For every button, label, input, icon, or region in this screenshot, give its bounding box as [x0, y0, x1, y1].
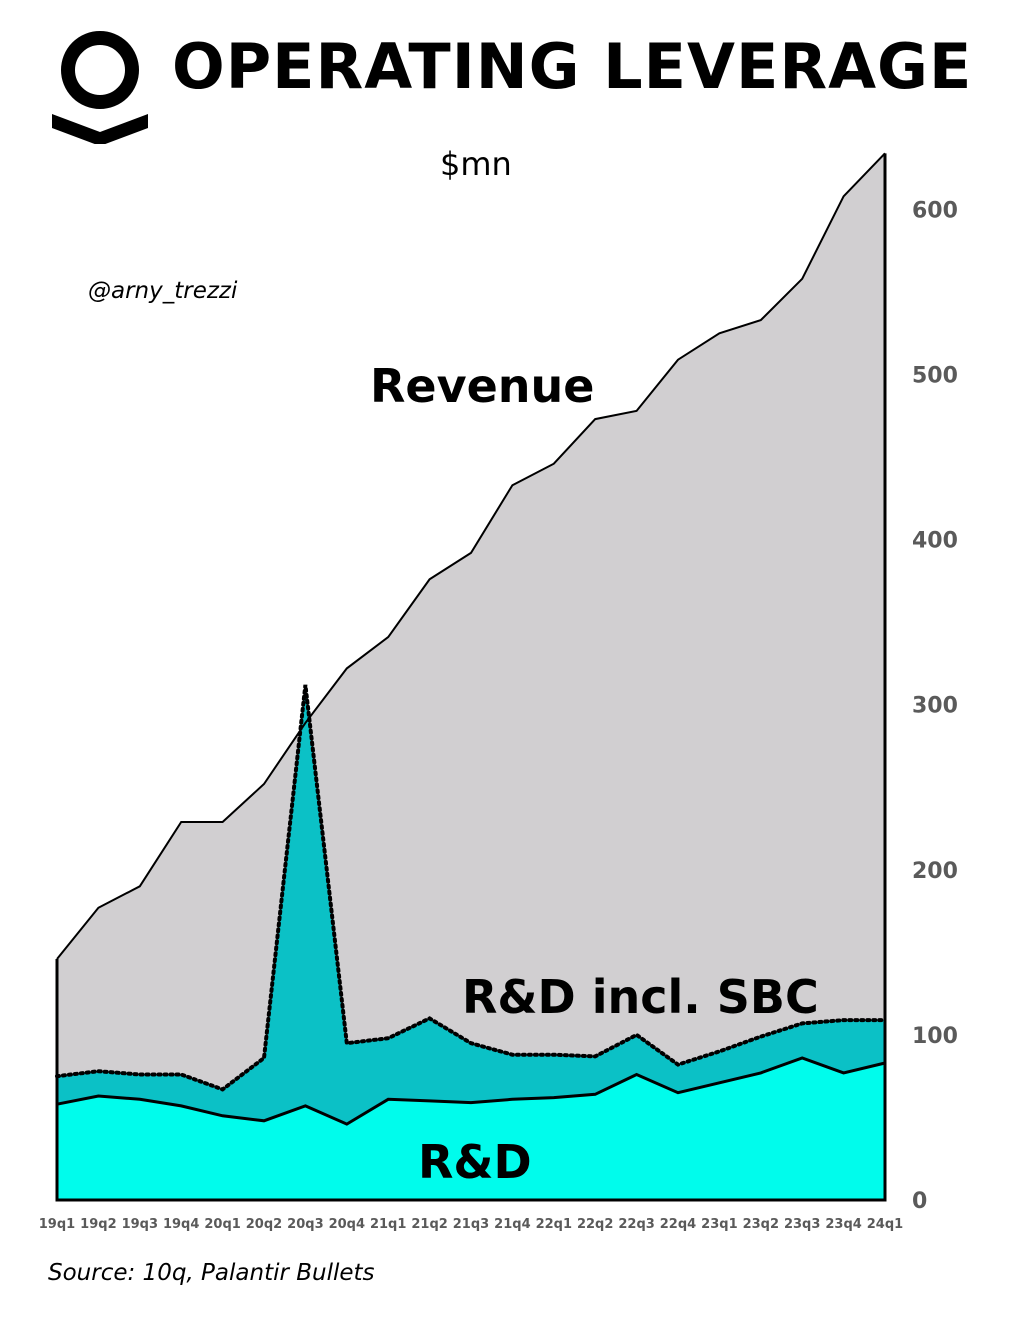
- series-label-rd-sbc: R&D incl. SBC: [462, 970, 819, 1024]
- series-label-rd: R&D: [418, 1135, 532, 1189]
- unit-label: $mn: [440, 145, 512, 183]
- x-axis-ticks: 19q1 19q2 19q3 19q4 20q1 20q2 20q3 20q4 21q1 21q2…: [39, 1217, 903, 1232]
- x-tick-label: 19q2: [80, 1217, 116, 1232]
- revenue-line: [56, 152, 886, 960]
- x-tick-label: 23q2: [743, 1217, 779, 1232]
- x-tick-label: 21q4: [494, 1217, 530, 1232]
- x-tick-label: 23q1: [701, 1217, 737, 1232]
- y-tick-label: 200: [912, 859, 958, 884]
- x-tick-label: 21q3: [453, 1217, 489, 1232]
- x-tick-label: 20q1: [204, 1217, 240, 1232]
- x-tick-label: 22q4: [660, 1217, 696, 1232]
- x-tick-label: 19q1: [39, 1217, 75, 1232]
- y-tick-label: 500: [912, 364, 958, 389]
- x-tick-label: 19q3: [122, 1217, 158, 1232]
- x-tick-label: 21q2: [411, 1217, 447, 1232]
- rd-sbc-line: [55, 684, 887, 1092]
- x-tick-label: 20q4: [329, 1217, 365, 1232]
- x-tick-label: 22q2: [577, 1217, 613, 1232]
- y-tick-label: 300: [912, 694, 958, 719]
- chart-frame: [55, 153, 887, 1202]
- y-tick-label: 400: [912, 529, 958, 554]
- rd-line: [56, 1056, 886, 1126]
- series-label-revenue: Revenue: [370, 359, 595, 413]
- rd-sbc-area: [57, 684, 885, 1200]
- y-tick-label: 100: [912, 1024, 958, 1049]
- source-note: Source: 10q, Palantir Bullets: [48, 1260, 375, 1286]
- x-tick-label: 21q1: [370, 1217, 406, 1232]
- x-tick-label: 24q1: [867, 1217, 903, 1232]
- x-tick-label: 22q1: [536, 1217, 572, 1232]
- y-tick-label: 600: [912, 199, 958, 224]
- author-handle: @arny_trezzi: [88, 278, 238, 304]
- y-axis-ticks: 0 100 200 300 400 500 600: [912, 199, 958, 1215]
- x-tick-label: 20q3: [287, 1217, 323, 1232]
- x-tick-label: 20q2: [246, 1217, 282, 1232]
- page-title: OPERATING LEVERAGE: [172, 30, 973, 103]
- x-tick-label: 22q3: [618, 1217, 654, 1232]
- palantir-logo-icon: [52, 31, 148, 144]
- revenue-area: [57, 153, 885, 1200]
- x-tick-label: 19q4: [163, 1217, 199, 1232]
- x-tick-label: 23q4: [825, 1217, 861, 1232]
- y-tick-label: 0: [912, 1189, 927, 1214]
- x-tick-label: 23q3: [784, 1217, 820, 1232]
